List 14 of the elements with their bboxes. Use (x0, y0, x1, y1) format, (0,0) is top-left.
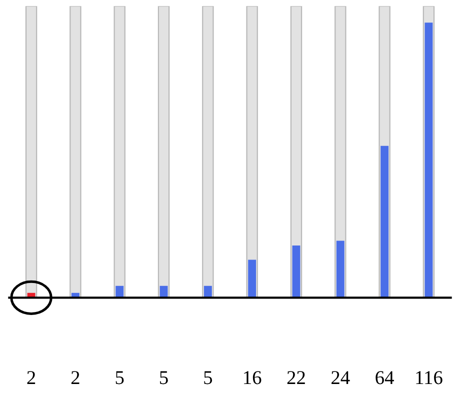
data-label: 2 (71, 371, 80, 384)
bar (336, 240, 344, 298)
data-label: 64 (376, 371, 394, 384)
data-label: 5 (204, 371, 212, 384)
bar (380, 146, 389, 298)
data-label: 22 (287, 371, 305, 384)
data-label: 5 (160, 371, 168, 384)
data-label: 116 (416, 371, 442, 384)
bar (248, 260, 256, 298)
data-label: 2 (27, 371, 36, 384)
bar (292, 246, 300, 298)
data-label: 24 (332, 371, 350, 384)
data-label: 5 (116, 371, 124, 384)
data-label: 16 (244, 371, 262, 384)
